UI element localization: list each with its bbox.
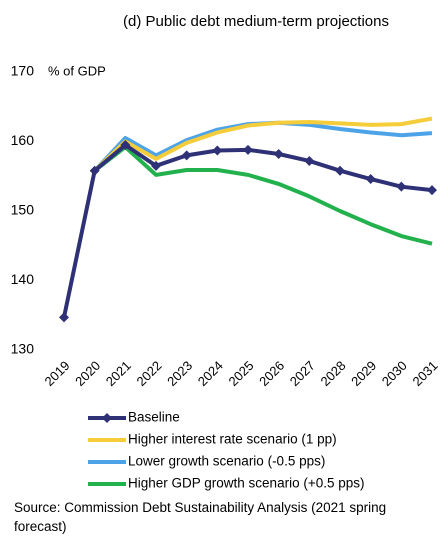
- point-marker: [181, 150, 192, 161]
- point-marker: [396, 181, 407, 192]
- point-marker: [273, 149, 284, 160]
- x-tick-label: 2021: [103, 358, 134, 389]
- point-marker: [335, 165, 345, 176]
- x-tick-label: 2028: [317, 358, 348, 389]
- point-marker: [120, 139, 131, 150]
- y-tick-label: 130: [11, 341, 35, 357]
- legend-marker: [102, 413, 112, 423]
- point-marker: [427, 185, 437, 196]
- x-tick-label: 2020: [72, 358, 103, 389]
- y-tick-label: 170: [11, 63, 35, 79]
- chart: (d) Public debt medium-term projections …: [11, 13, 441, 491]
- point-marker: [304, 155, 315, 166]
- point-marker: [151, 160, 161, 171]
- x-tick-label: 2019: [41, 358, 72, 389]
- x-tick-label: 2031: [409, 358, 440, 389]
- point-marker: [212, 145, 223, 156]
- legend-label: Lower growth scenario (-0.5 pps): [128, 454, 325, 469]
- x-tick-label: 2029: [348, 358, 379, 389]
- series-line: [62, 142, 433, 318]
- source-note: Source: Commission Debt Sustainability A…: [14, 500, 387, 534]
- point-marker: [365, 174, 376, 185]
- legend-label: Baseline: [128, 410, 180, 425]
- point-marker: [89, 165, 100, 176]
- y-axis-label: % of GDP: [48, 63, 106, 78]
- y-tick-label: 150: [11, 202, 35, 218]
- legend-label: Higher GDP growth scenario (+0.5 pps): [128, 476, 365, 491]
- x-tick-label: 2025: [225, 358, 256, 389]
- x-tick-label: 2023: [164, 358, 195, 389]
- x-tick-label: 2030: [379, 358, 410, 389]
- legend-label: Higher interest rate scenario (1 pp): [128, 432, 337, 447]
- series-line: [93, 116, 433, 173]
- point-marker: [59, 312, 69, 323]
- x-tick-label: 2026: [256, 358, 287, 389]
- y-tick-label: 140: [11, 271, 35, 287]
- x-tick-label: 2022: [133, 358, 164, 389]
- x-tick-label: 2027: [287, 358, 318, 389]
- y-tick-label: 160: [11, 132, 35, 148]
- point-marker: [243, 144, 253, 155]
- chart-title: (d) Public debt medium-term projections: [123, 13, 389, 30]
- x-tick-label: 2024: [195, 358, 226, 389]
- series-line: [93, 145, 433, 246]
